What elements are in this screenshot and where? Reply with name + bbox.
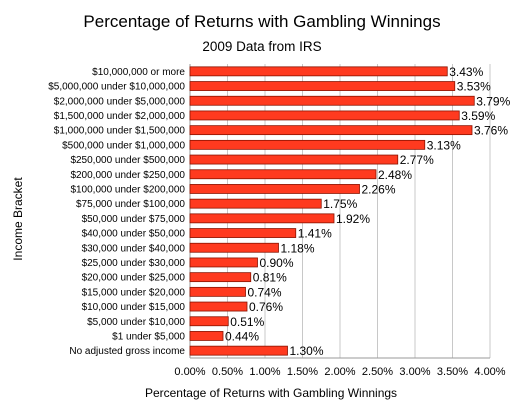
x-tick-label: 1.50% (287, 366, 318, 378)
bar (189, 228, 297, 238)
bar (189, 66, 448, 77)
category-label: $1 under $5,000 (112, 331, 185, 342)
category-label: $50,000 under $75,000 (82, 214, 186, 225)
value-label: 2.77% (400, 153, 434, 167)
y-axis-label: Income Bracket (11, 177, 25, 261)
category-label: $10,000 under $15,000 (82, 302, 186, 313)
x-tick-labels: 0.00% 0.50% 1.00% 1.50% 2.00% 2.50% 3.00% 3.50%… (174, 366, 505, 378)
value-label: 1.92% (336, 212, 370, 226)
bar (189, 125, 473, 136)
bar (189, 257, 258, 268)
value-label: 0.44% (225, 329, 259, 343)
category-label: $200,000 under $250,000 (70, 170, 185, 181)
category-label: No adjusted gross income (69, 346, 185, 357)
bar (189, 154, 399, 165)
bar (189, 242, 279, 253)
bar (189, 272, 252, 283)
category-label: $15,000 under $20,000 (82, 287, 186, 298)
value-labels: 3.43%3.53%3.79%3.59%3.76% 3.13%2.77%2.48%… (225, 65, 511, 358)
bar (189, 345, 288, 356)
bar (189, 331, 224, 341)
bar (189, 301, 248, 312)
value-label: 2.48% (378, 168, 412, 182)
value-label: 1.75% (323, 197, 357, 211)
value-label: 1.18% (281, 241, 315, 255)
value-label: 0.81% (253, 271, 287, 285)
category-label: $1,500,000 under $2,000,000 (54, 111, 186, 122)
value-label: 3.79% (476, 94, 510, 108)
x-axis-label: Percentage of Returns with Gambling Winn… (145, 386, 397, 400)
bar (189, 95, 475, 106)
value-label: 2.26% (362, 182, 396, 196)
bar (189, 286, 246, 297)
bar (189, 198, 322, 209)
category-labels: $10,000,000 or more $5,000,000 under $10,… (48, 67, 185, 357)
category-label: $75,000 under $100,000 (76, 199, 185, 210)
category-label: $40,000 under $50,000 (82, 229, 186, 240)
value-label: 3.59% (461, 109, 495, 123)
x-tick-label: 3.50% (437, 366, 468, 378)
category-label: $2,000,000 under $5,000,000 (54, 96, 186, 107)
category-label: $10,000,000 or more (92, 67, 185, 78)
x-tick-label: 4.00% (474, 366, 505, 378)
x-tick-label: 0.50% (212, 366, 243, 378)
chart-title: Percentage of Returns with Gambling Winn… (83, 12, 440, 31)
value-label: 0.74% (248, 285, 282, 299)
category-label: $30,000 under $40,000 (82, 243, 186, 254)
bar (189, 213, 335, 224)
value-label: 3.43% (449, 65, 483, 79)
category-label: $250,000 under $500,000 (70, 155, 185, 166)
category-label: $5,000,000 under $10,000,000 (48, 82, 185, 93)
category-label: $5,000 under $10,000 (87, 317, 185, 328)
bar (189, 316, 229, 327)
x-tick-label: 0.00% (174, 366, 205, 378)
bar (189, 110, 460, 121)
bar (189, 81, 456, 91)
x-tick-label: 3.00% (399, 366, 430, 378)
value-label: 1.30% (290, 344, 324, 358)
x-tick-label: 1.00% (249, 366, 280, 378)
category-label: $100,000 under $200,000 (70, 184, 185, 195)
value-label: 0.76% (249, 300, 283, 314)
category-label: $500,000 under $1,000,000 (62, 140, 185, 151)
bars (189, 66, 475, 356)
category-label: $25,000 under $30,000 (82, 258, 186, 269)
value-label: 3.53% (457, 80, 491, 94)
value-label: 0.90% (260, 256, 294, 270)
bar (189, 139, 426, 150)
bar (189, 169, 377, 180)
x-tick-label: 2.50% (362, 366, 393, 378)
x-tick-label: 2.00% (324, 366, 355, 378)
value-label: 1.41% (298, 227, 332, 241)
value-label: 3.13% (427, 138, 461, 152)
bar (189, 184, 360, 194)
chart-subtitle: 2009 Data from IRS (202, 39, 321, 54)
category-label: $20,000 under $25,000 (82, 273, 186, 284)
category-label: $1,000,000 under $1,500,000 (54, 126, 186, 137)
value-label: 0.51% (230, 315, 264, 329)
value-label: 3.76% (474, 124, 508, 138)
